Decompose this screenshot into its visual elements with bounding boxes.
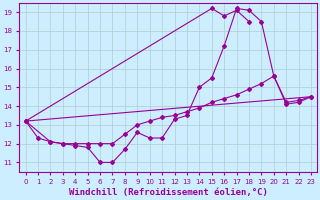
X-axis label: Windchill (Refroidissement éolien,°C): Windchill (Refroidissement éolien,°C) (69, 188, 268, 197)
